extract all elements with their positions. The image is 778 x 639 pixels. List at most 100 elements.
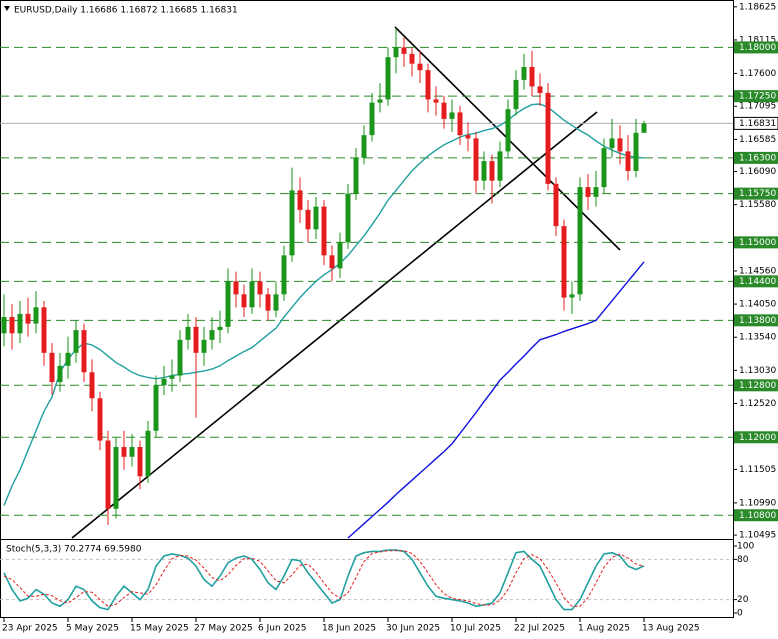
candle-body xyxy=(617,138,623,152)
candle-body xyxy=(81,330,87,373)
level-label: 1.16300 xyxy=(739,153,776,163)
candle-body xyxy=(49,352,55,383)
candle-body xyxy=(209,330,215,340)
candle-body xyxy=(249,281,255,308)
candle-body xyxy=(137,447,143,477)
candle-body xyxy=(345,193,351,243)
candle-body xyxy=(417,63,423,71)
candle-body xyxy=(505,109,511,152)
level-label-bg xyxy=(734,90,778,103)
current-price-label: 1.16831 xyxy=(739,119,776,129)
candle-body xyxy=(521,66,527,80)
y-tick-label: 1.17600 xyxy=(739,69,776,79)
level-label: 1.10800 xyxy=(739,511,776,521)
level-label-bg xyxy=(734,431,778,444)
y-tick-label: 20 xyxy=(737,595,749,605)
current-price-bg xyxy=(733,116,778,130)
x-tick-label: 27 May 2025 xyxy=(194,624,253,634)
candle-body xyxy=(497,151,503,181)
candle-body xyxy=(457,112,463,136)
candle-body xyxy=(641,123,647,133)
candle-body xyxy=(401,47,407,54)
y-tick-label: 100 xyxy=(737,542,754,552)
candle-body xyxy=(481,161,487,181)
candle-body xyxy=(321,206,327,256)
candle-body xyxy=(609,138,615,149)
level-label-bg xyxy=(734,275,778,288)
candle-body xyxy=(9,317,15,334)
candle-body xyxy=(185,326,191,340)
candle-body xyxy=(281,255,287,295)
candle-body xyxy=(337,242,343,269)
candle-body xyxy=(225,281,231,327)
candle-body xyxy=(561,226,567,298)
candle-body xyxy=(433,99,439,103)
y-tick-label: 1.11505 xyxy=(739,465,776,475)
candle-body xyxy=(177,339,183,376)
level-label: 1.17250 xyxy=(739,92,776,102)
level-label-bg xyxy=(734,509,778,522)
candle-body xyxy=(313,206,319,230)
y-tick-label: 1.12520 xyxy=(739,399,776,409)
x-tick-label: 10 Jul 2025 xyxy=(450,624,501,634)
candle-body xyxy=(513,79,519,110)
candle-body xyxy=(409,53,415,64)
candle-body xyxy=(41,307,47,353)
candle-body xyxy=(449,112,455,119)
candle-body xyxy=(553,183,559,227)
y-tick-label: 1.14560 xyxy=(739,266,776,276)
candle-body xyxy=(97,398,103,441)
level-label: 1.12800 xyxy=(739,381,776,391)
y-tick-label: 1.18625 xyxy=(739,2,776,12)
x-tick-label: 22 Jul 2025 xyxy=(514,624,565,634)
x-tick-label: 15 May 2025 xyxy=(130,624,189,634)
candle-body xyxy=(1,317,7,334)
candle-body xyxy=(489,161,495,181)
moving-average xyxy=(3,103,645,506)
candle-body xyxy=(545,92,551,184)
x-tick-label: 5 May 2025 xyxy=(66,624,119,634)
candle-body xyxy=(89,372,95,399)
candle-body xyxy=(425,70,431,100)
candle-body xyxy=(17,313,23,334)
candle-body xyxy=(569,294,575,298)
candle-body xyxy=(265,294,271,311)
candle-body xyxy=(593,187,599,197)
level-label: 1.12000 xyxy=(739,433,776,443)
candle-body xyxy=(65,352,71,366)
level-label-bg xyxy=(734,41,778,54)
chart-title: EURUSD,Daily 1.16686 1.16872 1.16685 1.1… xyxy=(14,6,238,16)
candle-body xyxy=(601,148,607,188)
candle-body xyxy=(145,430,151,477)
level-label: 1.15750 xyxy=(739,189,776,199)
candle-body xyxy=(465,135,471,139)
candle-body xyxy=(577,187,583,295)
x-tick-label: 6 Jun 2025 xyxy=(258,624,306,634)
y-tick-label: 1.13030 xyxy=(739,366,776,376)
y-tick-label: 1.18115 xyxy=(739,35,776,45)
x-tick-label: 13 Aug 2025 xyxy=(642,624,700,634)
candle-body xyxy=(585,187,591,197)
y-tick-label: 0 xyxy=(737,609,743,619)
candle-body xyxy=(625,151,631,171)
level-label-bg xyxy=(734,314,778,327)
candle-body xyxy=(201,339,207,353)
candle-body xyxy=(369,102,375,136)
candle-body xyxy=(129,447,135,457)
menu-arrow xyxy=(4,6,10,11)
y-tick-label: 1.15580 xyxy=(739,200,776,210)
candle-body xyxy=(233,281,239,295)
candle-body xyxy=(153,385,159,431)
price-panel xyxy=(0,27,733,539)
candle-body xyxy=(113,447,119,509)
y-tick-label: 1.14050 xyxy=(739,300,776,310)
plot-frame xyxy=(0,0,734,618)
candle-body xyxy=(393,47,399,58)
candle-body xyxy=(73,330,79,353)
level-label: 1.14400 xyxy=(739,277,776,287)
candle-body xyxy=(473,138,479,181)
indicator-line xyxy=(3,550,645,607)
candle-body xyxy=(257,281,263,295)
trend-line xyxy=(71,111,598,539)
